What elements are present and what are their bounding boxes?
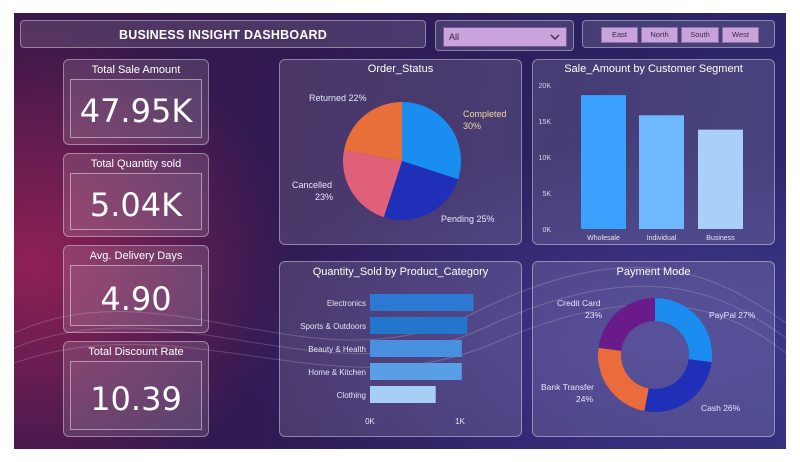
- pie-label-cancelled-pct: 23%: [315, 192, 333, 202]
- segment-bar-chart-card: Sale_Amount by Customer Segment 0K 5K 10K 1…: [532, 59, 775, 245]
- kpi-card-total-sale-amount: Total Sale Amount 47.95K: [63, 59, 209, 145]
- region-slicer: East North South West: [582, 20, 775, 48]
- kpi-card-total-discount-rate: Total Discount Rate 10.39: [63, 341, 209, 437]
- kpi-card-avg-delivery-days: Avg. Delivery Days 4.90: [63, 245, 209, 333]
- kpi-value: 10.39: [90, 380, 182, 418]
- kpi-label: Total Quantity sold: [90, 158, 182, 170]
- dashboard-canvas: BUSINESS INSIGHT DASHBOARD All East Nort…: [14, 13, 786, 449]
- bar-sports-outdoors: [370, 317, 468, 334]
- donut-slice-credit-card: [598, 298, 655, 351]
- chevron-down-icon: [550, 34, 560, 40]
- y-tick-label: Home & Kitchen: [308, 368, 366, 377]
- payment-mode-chart-card: Payment Mode PayPal 27% Cash 26% Bank Tran…: [532, 261, 775, 437]
- bar-electronics: [370, 294, 474, 311]
- pie-label-pending: Pending 25%: [441, 214, 495, 224]
- payment-mode-donut-chart: PayPal 27% Cash 26% Bank Transfer 24% Credit…: [541, 298, 756, 413]
- kpi-card-total-quantity-sold: Total Quantity sold 5.04K: [63, 153, 209, 237]
- kpi-value: 4.90: [100, 280, 172, 318]
- x-tick-label: Wholesale: [587, 235, 620, 242]
- donut-slice-bank-transfer: [598, 347, 649, 411]
- donut-label-bank-transfer: Bank Transfer: [541, 382, 594, 392]
- region-button-south[interactable]: South: [681, 27, 719, 43]
- category-filter-dropdown[interactable]: All: [443, 27, 567, 47]
- bar-business: [698, 129, 743, 229]
- y-tick-label: 0K: [542, 227, 551, 234]
- bar-individual: [639, 115, 684, 229]
- order-status-chart-card: Order_Status Completed 30% Pending 25% Canc…: [279, 59, 522, 245]
- chart-title: Sale_Amount by Customer Segment: [564, 63, 743, 75]
- pie-label-cancelled: Cancelled: [292, 180, 332, 190]
- y-tick-label: Beauty & Health: [308, 345, 366, 354]
- donut-label-paypal: PayPal 27%: [709, 310, 756, 320]
- filter-dropdown-container: All: [435, 20, 574, 51]
- bar-wholesale: [581, 95, 626, 229]
- region-button-east[interactable]: East: [601, 27, 638, 43]
- x-tick-label: Business: [706, 235, 735, 242]
- y-tick-label: 15K: [539, 119, 552, 126]
- y-tick-label: 5K: [542, 191, 551, 198]
- donut-label-cash: Cash 26%: [701, 403, 741, 413]
- region-button-north[interactable]: North: [641, 27, 678, 43]
- y-tick-label: Clothing: [337, 391, 366, 400]
- segment-bar-chart: 0K 5K 10K 15K 20K Wholesale Individual Business: [539, 83, 743, 242]
- chart-title: Quantity_Sold by Product_Category: [312, 266, 489, 278]
- category-horizontal-bar-chart: Electronics Sports & Outdoors Beauty & Hea…: [300, 294, 474, 426]
- kpi-value: 5.04K: [89, 186, 183, 224]
- dashboard-title-bar: BUSINESS INSIGHT DASHBOARD: [20, 20, 426, 48]
- pie-slice-returned: [344, 102, 402, 161]
- x-tick-label: 0K: [365, 417, 375, 426]
- category-bar-chart-card: Quantity_Sold by Product_Category Electr…: [279, 261, 522, 437]
- donut-label-bank-transfer-pct: 24%: [576, 394, 593, 404]
- chart-title: Payment Mode: [616, 266, 691, 278]
- donut-slice-paypal: [655, 298, 712, 363]
- pie-slice-completed: [402, 102, 461, 180]
- dashboard-title: BUSINESS INSIGHT DASHBOARD: [119, 28, 327, 42]
- pie-label-completed-pct: 30%: [463, 121, 481, 131]
- y-tick-label: Electronics: [327, 299, 366, 308]
- kpi-value: 47.95K: [79, 92, 193, 130]
- donut-label-credit-card-pct: 23%: [585, 310, 602, 320]
- y-tick-label: 10K: [539, 155, 552, 162]
- kpi-label: Avg. Delivery Days: [89, 250, 183, 262]
- dropdown-selected-value: All: [449, 32, 460, 42]
- y-tick-label: 20K: [539, 83, 552, 90]
- bar-clothing: [370, 386, 436, 403]
- pie-slice-cancelled: [343, 149, 402, 218]
- bar-home-kitchen: [370, 363, 462, 380]
- kpi-label: Total Sale Amount: [91, 64, 181, 76]
- x-tick-label: Individual: [647, 235, 677, 242]
- donut-slice-cash: [644, 359, 712, 412]
- bar-beauty-health: [370, 340, 462, 357]
- chart-title: Order_Status: [367, 63, 434, 75]
- pie-label-returned: Returned 22%: [309, 93, 367, 103]
- pie-slice-pending: [383, 161, 459, 220]
- x-tick-label: 1K: [455, 417, 465, 426]
- kpi-label: Total Discount Rate: [88, 346, 184, 358]
- region-button-west[interactable]: West: [722, 27, 759, 43]
- donut-label-credit-card: Credit Card: [557, 298, 601, 308]
- order-status-pie-chart: Completed 30% Pending 25% Cancelled 23% Retur…: [292, 93, 507, 224]
- y-tick-label: Sports & Outdoors: [300, 322, 366, 331]
- pie-label-completed: Completed: [463, 109, 507, 119]
